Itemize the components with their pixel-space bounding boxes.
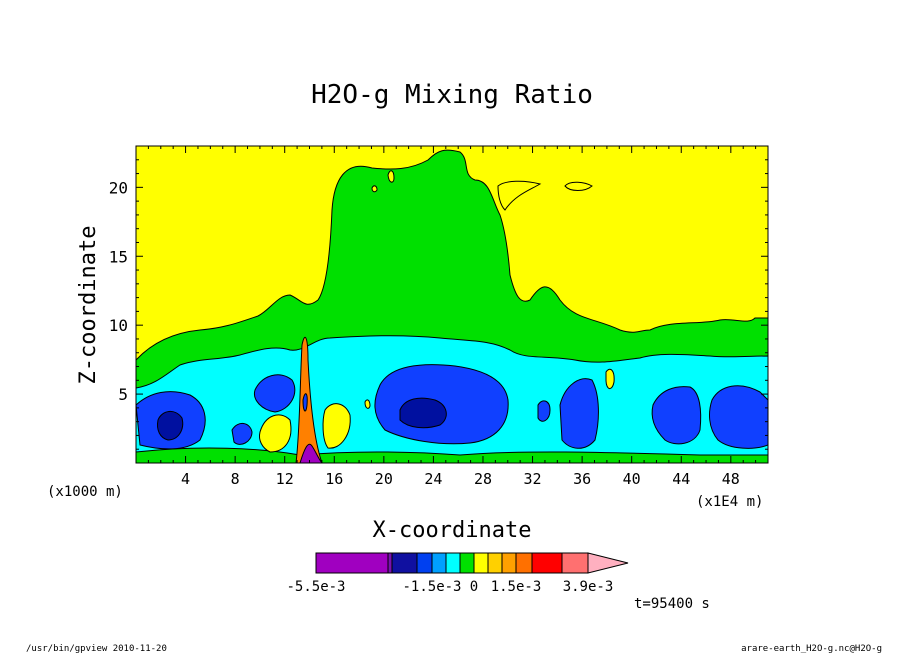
y-tick-label: 5 (118, 385, 128, 404)
colorbar-label: 0 (470, 579, 478, 595)
x-tick-label: 20 (375, 470, 393, 488)
x-tick-label: 4 (181, 470, 190, 488)
colorbar-segment (391, 552, 418, 574)
x-tick-label: 40 (623, 470, 641, 488)
footer-right: arare-earth_H2O-g.nc@H2O-g (741, 644, 882, 654)
chart-title: H2O-g Mixing Ratio (311, 80, 593, 110)
layer-blue-cell (253, 374, 296, 413)
x-tick-label: 16 (325, 470, 343, 488)
layer-blue-cell (651, 386, 702, 445)
colorbar-label: 3.9e-3 (563, 579, 614, 595)
colorbar-segment (487, 552, 503, 574)
colorbar-label: 1.5e-3 (491, 579, 542, 595)
colorbar-segment (431, 552, 447, 574)
colorbar-segment (473, 552, 489, 574)
plume-blue-core (302, 393, 308, 412)
colorbar-segment (561, 552, 589, 574)
layer-dark-blue-core (157, 411, 184, 441)
layer-blue-cell (537, 400, 551, 422)
x-tick-label: 8 (231, 470, 240, 488)
yellow-hole (364, 399, 371, 409)
colorbar-segment (531, 552, 563, 574)
y-tick-label: 10 (109, 316, 128, 335)
yellow-hole (497, 180, 542, 211)
x-tick-label: 36 (573, 470, 591, 488)
y-tick-label: 15 (109, 247, 128, 266)
colorbar-arrow (587, 552, 629, 574)
plume-orange (295, 336, 323, 463)
colorbar-segment (501, 552, 517, 574)
layer-blue-cell (709, 385, 768, 449)
contour-field (136, 146, 768, 463)
x-tick-label: 24 (424, 470, 442, 488)
x-axis-label: X-coordinate (373, 518, 532, 543)
colorbar-segment (315, 552, 389, 574)
plume-edge-right (322, 403, 351, 449)
colorbar-segment (445, 552, 461, 574)
x-unit-right: (x1E4 m) (696, 494, 763, 510)
colorbar-segment (515, 552, 533, 574)
y-axis-label: Z-coordinate (76, 226, 101, 385)
layer-blue-cell (231, 423, 253, 445)
footer-left: /usr/bin/gpview 2010-11-20 (26, 644, 167, 654)
plume-purple (299, 443, 323, 463)
colorbar-label: -1.5e-3 (402, 579, 461, 595)
x-tick-label: 32 (524, 470, 542, 488)
layer-dark-blue-core (399, 397, 447, 429)
colorbar: -5.5e-3 -1.5e-3 0 1.5e-3 3.9e-3 (286, 552, 629, 595)
x-unit-left: (x1000 m) (47, 484, 123, 500)
colorbar-label: -5.5e-3 (286, 579, 345, 595)
x-tick-label: 12 (276, 470, 294, 488)
layer-blue-cell (559, 378, 599, 449)
colorbar-segment (387, 552, 393, 574)
yellow-hole (564, 181, 593, 191)
x-tick-label: 28 (474, 470, 492, 488)
yellow-hole (605, 368, 615, 389)
x-tick-label: 44 (672, 470, 690, 488)
y-tick-label: 20 (109, 178, 128, 197)
yellow-hole (387, 170, 395, 183)
time-label: t=95400 s (634, 596, 710, 612)
plot-frame (135, 145, 769, 464)
yellow-hole (371, 185, 378, 193)
layer-bottom-green (136, 447, 768, 463)
x-tick-label: 48 (722, 470, 740, 488)
colorbar-segment (459, 552, 475, 574)
colorbar-segment (416, 552, 433, 574)
contour-layers (136, 146, 768, 463)
plume-edge-left (259, 414, 292, 453)
